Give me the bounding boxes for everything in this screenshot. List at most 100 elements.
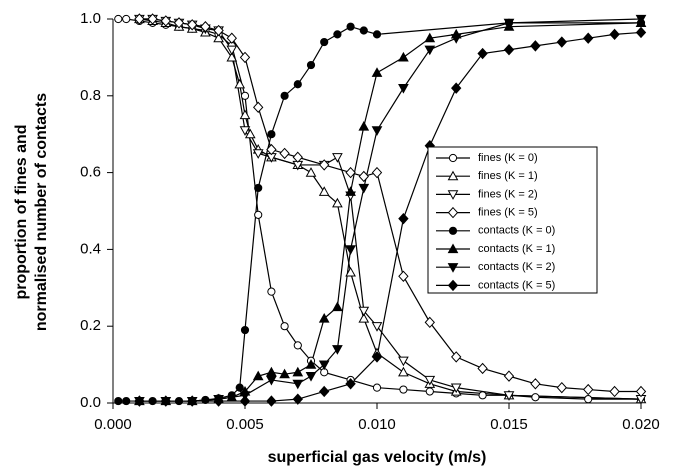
marker [253, 101, 264, 114]
marker [254, 183, 263, 193]
marker [122, 396, 131, 406]
marker [200, 20, 211, 33]
marker [371, 351, 383, 363]
marker [293, 341, 302, 350]
series-line [139, 18, 642, 402]
legend-label: fines (K = 5) [478, 207, 538, 219]
marker [134, 395, 145, 407]
marker [398, 212, 409, 225]
marker [213, 24, 224, 37]
marker [266, 143, 277, 156]
marker [266, 395, 277, 407]
marker [358, 312, 370, 323]
marker [318, 312, 330, 323]
marker [530, 378, 541, 390]
marker [332, 345, 343, 355]
marker [556, 381, 567, 394]
marker [398, 356, 409, 367]
marker [503, 18, 515, 29]
marker [122, 14, 131, 24]
marker [280, 91, 289, 100]
y-tick-label: 1.0 [80, 10, 101, 27]
marker [319, 385, 330, 398]
marker [332, 153, 343, 163]
marker [503, 370, 515, 382]
marker [173, 17, 185, 29]
marker [359, 26, 368, 35]
marker [424, 32, 436, 43]
x-axis-label: superficial gas velocity (m/s) [268, 449, 487, 466]
marker [398, 84, 409, 94]
legend-label: contacts (K = 5) [478, 279, 555, 291]
marker [584, 395, 593, 404]
marker [358, 120, 370, 131]
marker [345, 166, 356, 179]
marker [447, 279, 459, 292]
marker [424, 316, 435, 329]
marker [358, 170, 369, 183]
marker [371, 322, 383, 332]
marker [451, 351, 462, 363]
marker [477, 47, 488, 60]
marker [213, 32, 224, 43]
marker [280, 322, 289, 331]
marker [530, 40, 541, 52]
marker [240, 325, 250, 335]
marker [448, 226, 458, 235]
marker [503, 44, 515, 56]
y-tick-label: 0.2 [80, 317, 101, 334]
marker [345, 266, 356, 277]
marker [424, 375, 436, 386]
y-tick-label: 0.4 [80, 240, 101, 257]
marker [333, 30, 342, 39]
x-tick-label: 0.010 [358, 416, 396, 433]
marker [425, 387, 434, 396]
marker [239, 395, 251, 407]
marker [279, 147, 290, 160]
marker [635, 26, 647, 39]
marker [318, 186, 330, 196]
marker [399, 385, 408, 394]
marker [267, 287, 276, 296]
marker [371, 67, 383, 77]
marker [609, 28, 620, 41]
marker [450, 383, 462, 394]
marker [398, 51, 409, 62]
marker [372, 383, 382, 392]
marker [292, 393, 303, 405]
legend-label: fines (K = 0) [478, 152, 538, 164]
marker [345, 378, 356, 390]
marker [114, 396, 123, 406]
y-tick-label: 0.6 [80, 164, 101, 181]
marker [451, 82, 462, 94]
y-tick-label: 0.0 [80, 394, 101, 411]
marker [583, 383, 594, 396]
marker [305, 359, 317, 369]
marker [201, 395, 210, 405]
marker [583, 32, 594, 44]
marker [266, 375, 277, 386]
marker [244, 128, 256, 139]
marker [372, 30, 382, 39]
marker [292, 379, 304, 390]
marker [147, 13, 158, 25]
x-tick-label: 0.005 [226, 416, 264, 433]
marker [305, 372, 317, 382]
marker [187, 395, 198, 407]
marker [235, 383, 244, 392]
y-axis-label: normalised number of contacts [33, 93, 50, 331]
marker [252, 370, 264, 381]
marker [292, 151, 303, 163]
marker [160, 15, 171, 27]
marker [398, 270, 409, 282]
marker [531, 393, 540, 402]
marker [187, 19, 198, 31]
marker [213, 395, 224, 407]
legend: fines (K = 0) fines (K = 1) fines (K = 2) f… [427, 146, 598, 294]
marker [305, 167, 317, 177]
marker [319, 159, 330, 171]
marker [635, 14, 647, 25]
legend-label: contacts (K = 2) [478, 261, 555, 273]
legend-label: fines (K = 1) [478, 170, 538, 182]
